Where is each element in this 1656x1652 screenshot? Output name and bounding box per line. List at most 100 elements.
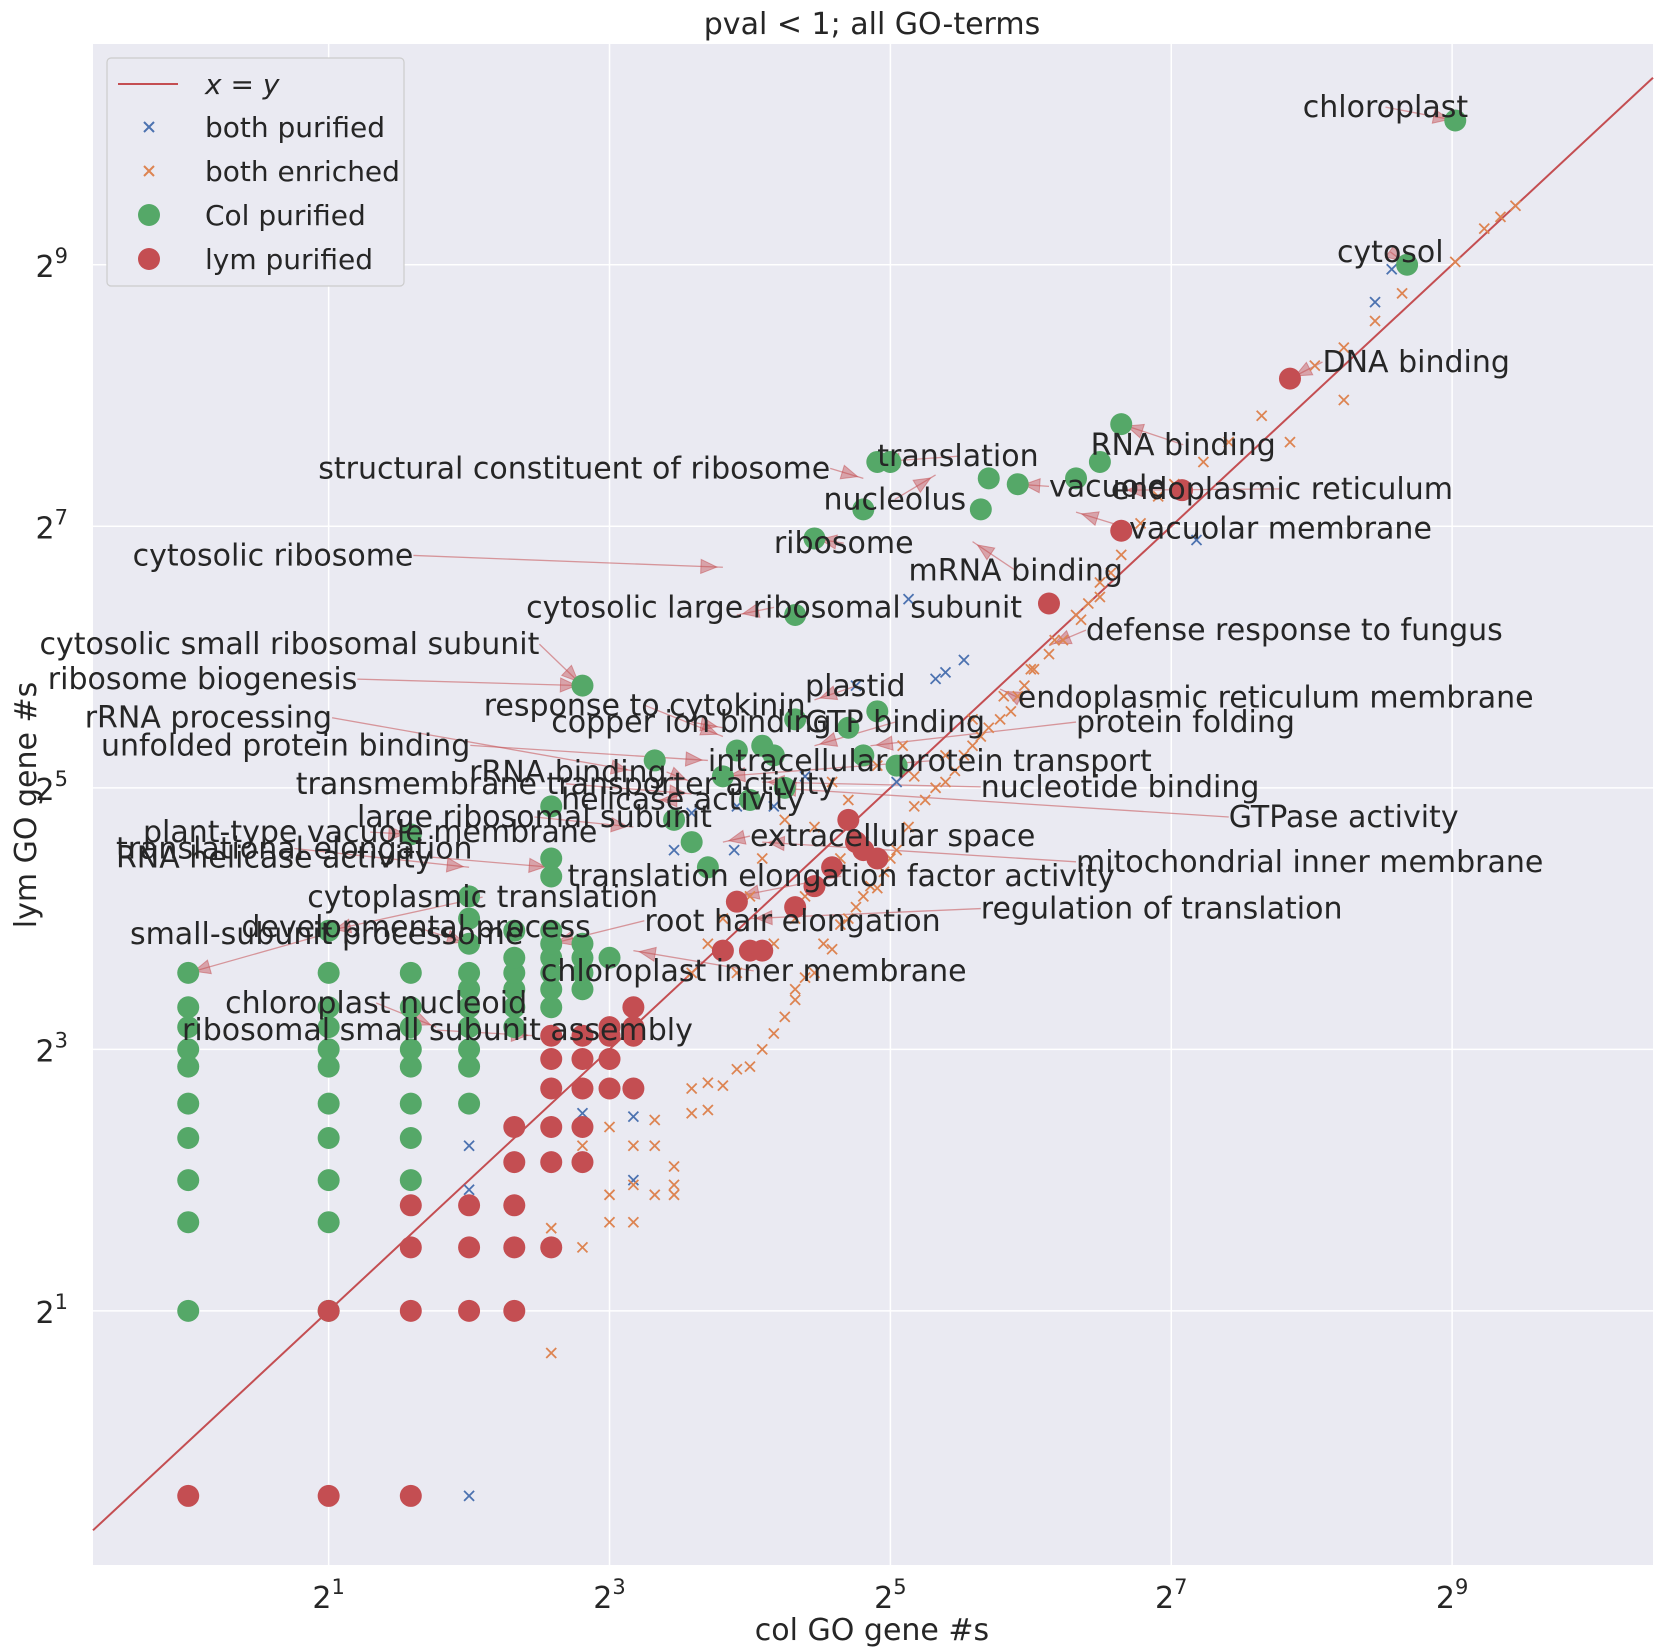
x-tick-base: 2 bbox=[593, 1581, 612, 1616]
legend-label-both-enriched: both enriched bbox=[205, 155, 400, 188]
y-tick-label: 23 bbox=[36, 1028, 68, 1069]
annotation-arrowhead bbox=[559, 677, 578, 693]
x-stroke bbox=[878, 866, 890, 878]
x-stroke bbox=[1197, 456, 1210, 468]
point-col-purified bbox=[317, 961, 340, 984]
point-col-purified bbox=[317, 996, 340, 1019]
point-both-enriched bbox=[1105, 567, 1117, 579]
x-stroke bbox=[890, 776, 903, 788]
x-stroke bbox=[1012, 690, 1024, 702]
annotation-arrow bbox=[722, 835, 751, 843]
annotation-developmental-process: developmental process bbox=[241, 910, 590, 945]
x-stroke bbox=[627, 1110, 640, 1123]
point-col-purified bbox=[399, 1055, 422, 1078]
point-col-purified bbox=[598, 946, 621, 969]
annotation-arrowhead bbox=[727, 829, 747, 845]
point-lym-purified bbox=[540, 1116, 563, 1139]
x-stroke bbox=[668, 844, 680, 856]
x-stroke bbox=[871, 759, 883, 772]
point-both-enriched bbox=[857, 890, 869, 902]
annotation-chloroplast-nucleoid: chloroplast nucleoid bbox=[225, 986, 527, 1021]
x-stroke bbox=[998, 690, 1010, 702]
point-both-enriched bbox=[1197, 456, 1210, 468]
x-stroke bbox=[779, 814, 791, 826]
x-stroke bbox=[686, 1107, 698, 1119]
point-col-purified bbox=[317, 1127, 340, 1150]
annotation-arrow bbox=[328, 896, 483, 932]
x-stroke bbox=[1449, 256, 1461, 268]
legend-box bbox=[106, 57, 405, 287]
point-lym-purified bbox=[821, 856, 844, 879]
annotation-nucleolus: nucleolus bbox=[823, 482, 966, 517]
x-stroke bbox=[919, 794, 931, 806]
x-stroke bbox=[649, 1189, 661, 1201]
point-both-enriched bbox=[756, 1043, 768, 1055]
point-both-enriched bbox=[717, 1079, 729, 1092]
annotation-arrowhead bbox=[1294, 361, 1314, 377]
legend-label-both-purified: both purified bbox=[205, 111, 385, 144]
point-lym-purified bbox=[751, 939, 774, 962]
annotation-defense-response-to-fungus: defense response to fungus bbox=[1086, 613, 1503, 648]
x-stroke bbox=[1134, 517, 1147, 530]
annotation-arrowhead bbox=[445, 857, 465, 873]
x-stroke bbox=[908, 800, 920, 813]
x-tick-label: 29 bbox=[1436, 1575, 1468, 1616]
x-stroke bbox=[768, 800, 780, 813]
x-stroke bbox=[864, 880, 877, 892]
point-lym-purified bbox=[784, 896, 807, 919]
annotation-arrowhead bbox=[1125, 482, 1144, 498]
x-stroke bbox=[603, 1121, 616, 1133]
y-tick-base: 2 bbox=[36, 773, 55, 808]
annotation-labels: chloroplast cytosol DNA binding RNA binding… bbox=[40, 90, 1544, 1048]
point-both-purified bbox=[686, 807, 698, 819]
point-col-purified bbox=[458, 961, 481, 984]
x-tick-label: 21 bbox=[312, 1575, 344, 1616]
y-tick-label: 27 bbox=[36, 505, 68, 546]
point-col-purified bbox=[177, 996, 200, 1019]
point-col-purified bbox=[571, 674, 594, 697]
x-stroke bbox=[627, 1179, 640, 1191]
annotation-arrowhead bbox=[912, 477, 932, 494]
x-stroke bbox=[799, 770, 811, 783]
annotation-unfolded-protein-binding: unfolded protein binding bbox=[101, 728, 470, 763]
point-col-purified bbox=[503, 978, 526, 1001]
annotation-arrow bbox=[762, 841, 1077, 863]
x-axis-label: col GO gene #s bbox=[755, 1613, 989, 1648]
annotation-arrowhead bbox=[839, 464, 859, 480]
point-col-purified bbox=[399, 1092, 422, 1115]
annotation-arrowhead bbox=[1080, 511, 1100, 527]
point-col-purified bbox=[458, 1016, 481, 1039]
point-both-enriched bbox=[998, 690, 1010, 702]
point-both-enriched bbox=[576, 1140, 589, 1152]
point-both-purified bbox=[799, 770, 811, 783]
point-col-purified bbox=[784, 708, 807, 731]
annotation-arrow bbox=[762, 781, 981, 788]
point-col-purified bbox=[177, 1038, 200, 1061]
point-both-enriched bbox=[1396, 287, 1408, 299]
x-stroke bbox=[890, 844, 903, 856]
point-both-enriched bbox=[731, 967, 743, 979]
point-col-purified bbox=[177, 1055, 200, 1078]
point-col-purified bbox=[317, 919, 340, 942]
annotation-arrow bbox=[749, 907, 981, 920]
x-stroke bbox=[717, 1079, 729, 1092]
point-col-purified bbox=[458, 885, 481, 908]
point-both-enriched bbox=[1338, 394, 1350, 406]
point-both-enriched bbox=[842, 912, 854, 925]
x-stroke bbox=[939, 776, 952, 788]
point-lym-purified bbox=[540, 1151, 563, 1174]
point-both-purified bbox=[1190, 534, 1203, 546]
point-col-purified bbox=[177, 1127, 200, 1150]
legend-label-eq: = bbox=[222, 68, 263, 101]
legend-label-y: y bbox=[262, 68, 280, 101]
x-stroke bbox=[728, 844, 740, 856]
y-axis-label: lym GO gene #s bbox=[9, 682, 44, 929]
annotation-arrow bbox=[413, 554, 723, 568]
annotation-arrowhead bbox=[727, 766, 746, 783]
x-stroke bbox=[756, 1043, 768, 1055]
legend-marker-col-purified bbox=[138, 204, 160, 226]
point-both-enriched bbox=[1223, 436, 1235, 448]
x-stroke bbox=[857, 890, 869, 902]
annotation-arrowhead bbox=[667, 766, 688, 781]
point-both-enriched bbox=[1094, 591, 1106, 603]
